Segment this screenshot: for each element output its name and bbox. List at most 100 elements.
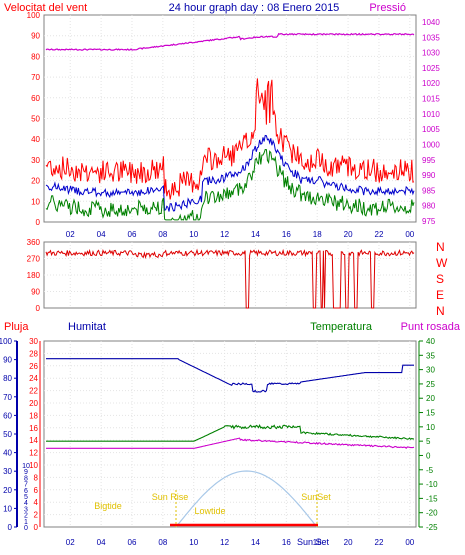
pressure-y-tick-label: 980 <box>422 202 436 211</box>
lowtide-label: Lowtide <box>194 506 225 516</box>
humidity-tick-label: 30 <box>3 467 12 476</box>
rain-tick-label: 10 <box>29 461 38 470</box>
pressure-y-tick-label: 1000 <box>422 140 440 149</box>
small-scale-tick-label: 2 <box>24 513 28 520</box>
rain-tick-label: 28 <box>29 349 38 358</box>
rain-tick-label: 2 <box>34 511 39 520</box>
sun-elevation-arc <box>175 470 318 528</box>
wind-y-tick-label: 20 <box>31 177 40 186</box>
small-scale-tick-label: 10 <box>22 463 30 470</box>
small-scale-tick-label: 8 <box>24 475 28 482</box>
wind-x-tick-label: 00 <box>405 230 414 239</box>
temperature-tick-label: -25 <box>426 523 438 532</box>
wind-x-tick-label: 10 <box>189 230 198 239</box>
wind-x-tick-label: 18 <box>313 230 322 239</box>
humidity-title: Humitat <box>68 321 106 333</box>
wind-y-tick-label: 80 <box>31 52 40 61</box>
temperature-tick-label: 40 <box>426 337 435 346</box>
pressure-y-tick-label: 1035 <box>422 33 440 42</box>
climate-x-tick-label: 16 <box>282 538 291 547</box>
wind-y-tick-label: 100 <box>27 11 41 20</box>
wind-y-tick-label: 40 <box>31 135 40 144</box>
wind-x-tick-label: 22 <box>375 230 384 239</box>
graph-date-title: 24 hour graph day : 08 Enero 2015 <box>169 2 340 14</box>
pressure-y-tick-label: 1030 <box>422 49 440 58</box>
humidity-tick-label: 100 <box>0 337 13 346</box>
compass-label: N <box>436 240 445 254</box>
rain-tick-label: 0 <box>34 523 39 532</box>
pressure-y-tick-label: 1020 <box>422 79 440 88</box>
pressure-y-ticks: 975 980 985 990 995 1000 1005 1010 1015 1020 1025 1… <box>422 18 440 226</box>
dewpoint-title: Punt rosada <box>401 321 461 333</box>
pressure-y-tick-label: 995 <box>422 156 436 165</box>
humidity-tick-label: 10 <box>3 504 12 513</box>
wind-y-ticks: 0 10 20 30 40 50 60 70 80 90 100 <box>27 11 41 227</box>
small-scale-tick-label: 9 <box>24 469 28 476</box>
temperature-tick-label: -20 <box>426 509 438 518</box>
wind-x-tick-label: 06 <box>128 230 137 239</box>
wind-average-line <box>45 134 415 212</box>
direction-y-tick-label: 90 <box>31 288 40 297</box>
rain-tick-label: 24 <box>29 374 38 383</box>
pressure-y-tick-label: 985 <box>422 186 436 195</box>
temperature-tick-label: 10 <box>426 423 435 432</box>
small-scale-tick-label: 1 <box>24 519 28 526</box>
rain-tick-label: 14 <box>29 436 38 445</box>
direction-y-tick-label: 360 <box>27 238 41 247</box>
humidity-tick-label: 90 <box>3 356 12 365</box>
climate-x-tick-label: 08 <box>158 538 167 547</box>
humidity-tick-label: 50 <box>3 430 12 439</box>
sunset-bottom-label: Sun Set <box>297 537 330 547</box>
wind-x-tick-label: 12 <box>220 230 229 239</box>
pressure-y-tick-label: 1005 <box>422 125 440 134</box>
small-scale-tick-label: 0 <box>24 525 28 532</box>
compass-label: W <box>436 256 448 270</box>
small-scale-tick-label: 6 <box>24 488 28 495</box>
wind-low-line <box>45 148 415 221</box>
temperature-tick-label: 35 <box>426 351 435 360</box>
humidity-ticks: 0 10 20 30 40 50 60 70 80 90 100 <box>0 337 17 532</box>
small-scale-tick-label: 7 <box>24 482 28 489</box>
climate-x-ticks: 02 04 06 08 10 12 14 16 18 20 22 00 <box>66 538 415 547</box>
rain-tick-label: 12 <box>29 449 38 458</box>
wind-x-tick-label: 08 <box>158 230 167 239</box>
climate-x-tick-label: 06 <box>128 538 137 547</box>
wind-y-tick-label: 0 <box>36 218 41 227</box>
pressure-title: Pressió <box>369 2 406 14</box>
climate-x-tick-label: 14 <box>251 538 260 547</box>
rain-title: Pluja <box>4 321 29 333</box>
wind-y-tick-label: 10 <box>31 197 40 206</box>
wind-grid <box>44 15 416 222</box>
humidity-tick-label: 40 <box>3 449 12 458</box>
humidity-tick-label: 20 <box>3 486 12 495</box>
climate-x-tick-label: 00 <box>405 538 414 547</box>
compass-label: S <box>436 272 444 286</box>
temperature-tick-label: 15 <box>426 409 435 418</box>
wind-y-tick-label: 30 <box>31 156 40 165</box>
wind-x-ticks: 02 04 06 08 10 12 14 16 18 20 22 00 <box>66 230 415 239</box>
small-scale-tick-label: 3 <box>24 506 28 513</box>
wind-x-tick-label: 16 <box>282 230 291 239</box>
wind-direction-line <box>45 248 415 309</box>
compass-label: N <box>436 304 445 318</box>
climate-x-tick-label: 04 <box>97 538 106 547</box>
dewpoint-line <box>46 437 415 449</box>
rain-tick-label: 6 <box>34 486 39 495</box>
temperature-title: Temperatura <box>310 321 373 333</box>
humidity-tick-label: 80 <box>3 374 12 383</box>
wind-y-tick-label: 50 <box>31 115 40 124</box>
temperature-tick-label: 30 <box>426 366 435 375</box>
small-scale-tick-label: 4 <box>24 500 28 507</box>
temperature-ticks: -25 -20 -15 -10 -5 0 5 10 15 20 25 30 35 40 <box>419 337 438 532</box>
rain-tick-label: 18 <box>29 411 38 420</box>
pressure-y-tick-label: 1010 <box>422 110 440 119</box>
pressure-y-tick-label: 975 <box>422 217 436 226</box>
wind-x-tick-label: 14 <box>251 230 260 239</box>
rain-tick-label: 16 <box>29 424 38 433</box>
rain-tick-label: 30 <box>29 337 38 346</box>
